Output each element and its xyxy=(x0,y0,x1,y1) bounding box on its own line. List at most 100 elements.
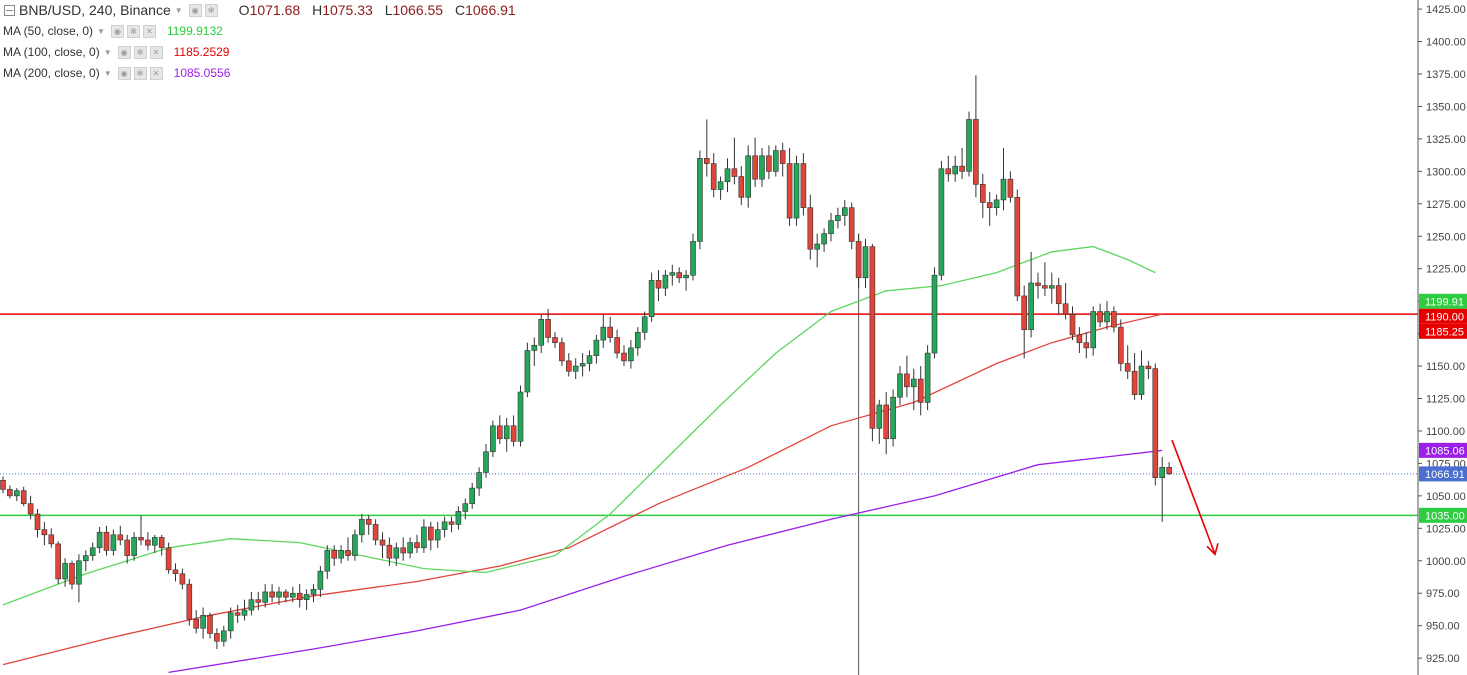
candle-body xyxy=(76,560,82,585)
candle xyxy=(669,264,676,286)
indicator-row-ma100[interactable]: MA (100, close, 0) ▼ ◉ ✻ ✕ 1185.2529 xyxy=(0,42,516,63)
candle-body xyxy=(552,337,558,343)
candle xyxy=(145,532,151,551)
price-tag-label: 1185.25 xyxy=(1425,326,1464,338)
indicator-label[interactable]: MA (50, close, 0) xyxy=(3,24,94,38)
candle-body xyxy=(538,319,545,346)
candle-body xyxy=(221,630,227,642)
candle-body xyxy=(759,155,765,180)
symbol-title[interactable]: BNB/USD, 240, Binance xyxy=(19,2,171,18)
candle-body xyxy=(1028,282,1034,331)
candle xyxy=(517,385,524,447)
candle xyxy=(779,142,786,177)
candle-body xyxy=(103,531,110,551)
candle-body xyxy=(710,163,717,190)
candle xyxy=(945,155,952,182)
candle-body xyxy=(227,612,234,632)
candle xyxy=(490,420,496,457)
candle-body xyxy=(165,547,172,571)
close-value: 1066.91 xyxy=(465,2,516,18)
price-tag-bg xyxy=(1419,293,1467,309)
candle-body xyxy=(1097,311,1103,323)
candle xyxy=(269,584,275,603)
close-icon[interactable]: ✕ xyxy=(149,46,163,59)
close-key: C xyxy=(454,2,466,18)
candle xyxy=(1000,147,1007,211)
eye-icon[interactable]: ◉ xyxy=(117,67,131,80)
candle-body xyxy=(890,396,896,440)
candle xyxy=(614,329,620,359)
candle-body xyxy=(634,332,641,349)
candle xyxy=(593,334,600,364)
candle-body xyxy=(41,529,48,536)
candle xyxy=(910,368,917,411)
chevron-down-icon[interactable]: ▼ xyxy=(103,69,112,78)
candle xyxy=(628,340,634,369)
candle xyxy=(448,516,455,533)
candle-body xyxy=(338,550,344,559)
candle xyxy=(262,584,269,608)
candle xyxy=(421,519,427,553)
candle-body xyxy=(1014,197,1021,297)
chevron-down-icon[interactable]: ▼ xyxy=(103,48,112,57)
axis-tick-label: 1150.00 xyxy=(1426,361,1465,373)
candle-body xyxy=(614,337,620,354)
candle-body xyxy=(379,539,386,546)
candle-body xyxy=(1118,326,1124,364)
down-arrow xyxy=(1171,439,1216,555)
candle xyxy=(683,270,689,291)
eye-icon[interactable]: ◉ xyxy=(110,25,124,38)
chevron-down-icon[interactable]: ▼ xyxy=(97,27,105,36)
candle xyxy=(358,514,365,543)
gear-icon[interactable]: ✻ xyxy=(126,25,140,38)
gear-icon[interactable]: ✻ xyxy=(204,4,218,17)
candle-body xyxy=(96,531,103,549)
candle xyxy=(131,532,137,561)
collapse-icon[interactable] xyxy=(4,5,15,16)
candle-body xyxy=(248,599,255,611)
candle-body xyxy=(993,199,1000,208)
candle xyxy=(986,192,993,226)
high-key: H xyxy=(312,2,323,18)
candle-body xyxy=(1076,334,1083,343)
candle-body xyxy=(1042,285,1048,289)
chevron-down-icon[interactable]: ▼ xyxy=(174,6,183,15)
candle xyxy=(655,270,662,302)
candle xyxy=(138,515,144,546)
candle-body xyxy=(531,344,538,351)
indicator-label[interactable]: MA (200, close, 0) xyxy=(3,66,100,80)
close-icon[interactable]: ✕ xyxy=(142,25,156,38)
indicator-row-ma50[interactable]: MA (50, close, 0) ▼ ◉ ✻ ✕ 1199.9132 xyxy=(0,21,516,42)
price-axis[interactable]: 1425.00 1400.00 1375.00 1350.00 1325.00 1300.… xyxy=(1417,0,1467,675)
symbol-row[interactable]: BNB/USD, 240, Binance ▼ ◉ ✻ O1071.68 H10… xyxy=(0,0,516,21)
indicator-label[interactable]: MA (100, close, 0) xyxy=(3,45,100,59)
candle-body xyxy=(973,119,979,185)
close-icon[interactable]: ✕ xyxy=(149,67,163,80)
gear-icon[interactable]: ✻ xyxy=(133,46,147,59)
candle xyxy=(793,155,800,226)
candle-body xyxy=(172,569,179,575)
candle xyxy=(469,482,476,509)
candle xyxy=(48,528,55,548)
price-tag: 1185.25 xyxy=(1419,323,1467,339)
candle-body xyxy=(1152,368,1159,478)
candle xyxy=(904,355,910,398)
axis-tick-label: 1375.00 xyxy=(1426,69,1466,81)
candle-body xyxy=(386,544,393,559)
candle xyxy=(338,545,344,564)
gear-icon[interactable]: ✻ xyxy=(133,67,147,80)
eye-icon[interactable]: ◉ xyxy=(188,4,202,17)
indicator-row-ma200[interactable]: MA (200, close, 0) ▼ ◉ ✻ ✕ 1085.0556 xyxy=(0,63,516,84)
candle-body xyxy=(83,555,89,562)
price-tag-label: 1066.91 xyxy=(1425,469,1465,481)
eye-icon[interactable]: ◉ xyxy=(117,46,131,59)
candle xyxy=(1014,189,1021,302)
candle xyxy=(648,272,655,322)
candle xyxy=(876,399,883,444)
candle-body xyxy=(469,487,476,504)
candle-body xyxy=(483,451,489,473)
low-key: L xyxy=(384,2,393,18)
candle xyxy=(1152,363,1159,486)
candle-body xyxy=(345,550,351,556)
